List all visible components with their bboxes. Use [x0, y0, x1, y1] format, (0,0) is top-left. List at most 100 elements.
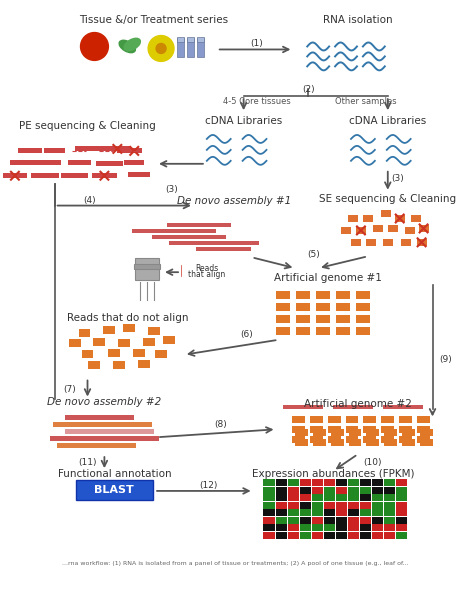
Bar: [347, 480, 359, 486]
Bar: [360, 510, 371, 516]
Bar: [311, 517, 323, 523]
FancyBboxPatch shape: [296, 327, 310, 335]
Bar: [396, 517, 407, 523]
Text: Tissue &/or Treatment series: Tissue &/or Treatment series: [80, 15, 228, 25]
FancyBboxPatch shape: [152, 235, 226, 240]
FancyBboxPatch shape: [163, 336, 175, 344]
FancyBboxPatch shape: [363, 215, 373, 222]
Text: ...rna workflow: (1) RNA is isolated from a panel of tissue or treatments; (2) A: ...rna workflow: (1) RNA is isolated fro…: [63, 561, 409, 566]
FancyBboxPatch shape: [364, 436, 376, 443]
FancyBboxPatch shape: [351, 239, 361, 246]
Bar: [288, 494, 299, 502]
Bar: [311, 532, 323, 539]
Bar: [372, 502, 383, 509]
FancyBboxPatch shape: [148, 327, 160, 335]
FancyBboxPatch shape: [295, 429, 308, 436]
FancyBboxPatch shape: [346, 426, 358, 433]
Text: cDNA Libraries: cDNA Libraries: [349, 116, 427, 126]
Text: (2): (2): [302, 85, 315, 94]
Bar: [360, 502, 371, 509]
Bar: [347, 510, 359, 516]
Bar: [324, 517, 335, 523]
Bar: [288, 524, 299, 531]
Bar: [360, 517, 371, 523]
Bar: [336, 510, 347, 516]
Bar: [275, 502, 287, 509]
FancyBboxPatch shape: [53, 422, 152, 427]
Text: Reads that do not align: Reads that do not align: [66, 313, 188, 323]
FancyBboxPatch shape: [50, 436, 159, 441]
Bar: [275, 532, 287, 539]
Bar: [300, 532, 311, 539]
Bar: [396, 480, 407, 486]
FancyBboxPatch shape: [197, 38, 204, 57]
Bar: [372, 517, 383, 523]
FancyBboxPatch shape: [177, 36, 184, 41]
Text: (9): (9): [439, 355, 452, 364]
FancyBboxPatch shape: [166, 224, 231, 227]
FancyBboxPatch shape: [177, 38, 184, 57]
Text: (3): (3): [165, 185, 178, 194]
FancyBboxPatch shape: [79, 329, 91, 337]
FancyBboxPatch shape: [292, 416, 305, 423]
FancyBboxPatch shape: [133, 349, 145, 357]
FancyBboxPatch shape: [143, 338, 155, 346]
Text: Expression abundances (FPKM): Expression abundances (FPKM): [252, 469, 414, 479]
Bar: [360, 532, 371, 539]
FancyBboxPatch shape: [117, 148, 142, 153]
FancyBboxPatch shape: [346, 416, 358, 423]
Bar: [347, 532, 359, 539]
FancyBboxPatch shape: [417, 426, 430, 433]
FancyBboxPatch shape: [109, 349, 120, 357]
Bar: [396, 502, 407, 509]
FancyBboxPatch shape: [419, 225, 428, 232]
FancyBboxPatch shape: [373, 225, 383, 232]
Bar: [264, 510, 275, 516]
Bar: [311, 480, 323, 486]
FancyBboxPatch shape: [44, 148, 65, 153]
FancyBboxPatch shape: [316, 303, 330, 311]
Text: (6): (6): [240, 330, 253, 339]
FancyBboxPatch shape: [316, 291, 330, 299]
FancyBboxPatch shape: [328, 436, 340, 443]
FancyBboxPatch shape: [381, 210, 391, 217]
Bar: [275, 494, 287, 502]
Bar: [264, 502, 275, 509]
FancyBboxPatch shape: [381, 436, 394, 443]
FancyBboxPatch shape: [346, 436, 358, 443]
FancyBboxPatch shape: [364, 426, 376, 433]
Bar: [275, 487, 287, 494]
Bar: [347, 524, 359, 531]
FancyBboxPatch shape: [82, 350, 93, 358]
Text: Artificial genome #1: Artificial genome #1: [274, 273, 382, 283]
Text: (7): (7): [63, 385, 76, 394]
FancyBboxPatch shape: [135, 258, 159, 280]
Bar: [311, 524, 323, 531]
FancyBboxPatch shape: [103, 326, 115, 334]
Bar: [311, 494, 323, 502]
Circle shape: [148, 35, 174, 61]
FancyBboxPatch shape: [3, 173, 27, 178]
FancyBboxPatch shape: [69, 339, 81, 347]
FancyBboxPatch shape: [313, 439, 326, 446]
Bar: [324, 487, 335, 494]
FancyBboxPatch shape: [388, 225, 398, 232]
FancyBboxPatch shape: [399, 416, 412, 423]
FancyBboxPatch shape: [39, 161, 61, 165]
Ellipse shape: [124, 38, 140, 50]
Bar: [288, 532, 299, 539]
Bar: [383, 510, 395, 516]
FancyBboxPatch shape: [420, 429, 433, 436]
FancyBboxPatch shape: [113, 361, 125, 368]
FancyBboxPatch shape: [384, 439, 397, 446]
Bar: [372, 524, 383, 531]
FancyBboxPatch shape: [402, 439, 415, 446]
Bar: [300, 487, 311, 494]
FancyBboxPatch shape: [103, 147, 131, 151]
Text: Artificial genome #2: Artificial genome #2: [304, 399, 412, 409]
Text: (4): (4): [83, 196, 96, 205]
Bar: [324, 502, 335, 509]
Text: RNA isolation: RNA isolation: [323, 15, 393, 25]
Text: De novo assembly #1: De novo assembly #1: [176, 196, 291, 206]
Bar: [347, 487, 359, 494]
